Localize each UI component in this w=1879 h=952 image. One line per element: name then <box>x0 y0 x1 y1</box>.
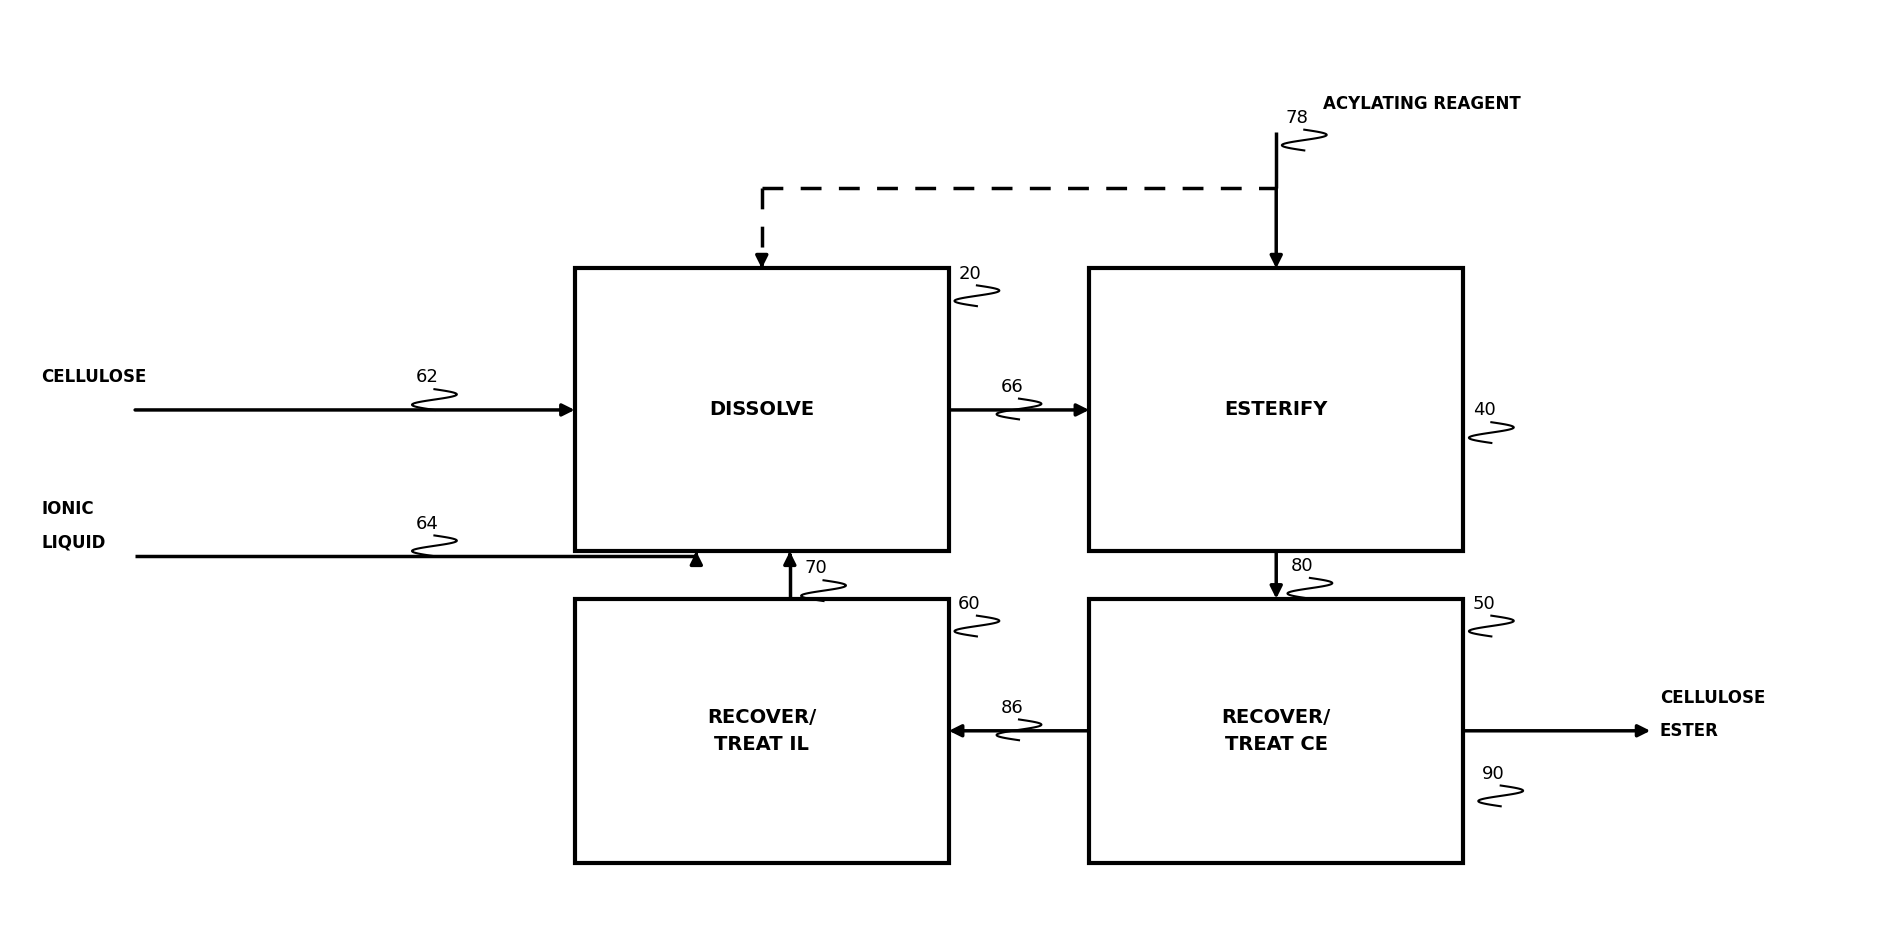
Text: RECOVER/
TREAT CE: RECOVER/ TREAT CE <box>1221 708 1330 754</box>
Text: 60: 60 <box>958 595 981 613</box>
Text: 70: 70 <box>804 560 827 578</box>
Text: RECOVER/
TREAT IL: RECOVER/ TREAT IL <box>707 708 815 754</box>
Text: IONIC: IONIC <box>41 501 94 519</box>
Text: 86: 86 <box>1000 699 1022 717</box>
Text: 40: 40 <box>1473 402 1496 420</box>
Bar <box>1090 268 1464 551</box>
Text: LIQUID: LIQUID <box>41 533 105 551</box>
Text: 64: 64 <box>415 515 438 532</box>
Text: CELLULOSE: CELLULOSE <box>1659 689 1764 707</box>
Bar <box>575 599 949 863</box>
Text: ACYLATING REAGENT: ACYLATING REAGENT <box>1323 94 1520 112</box>
Text: CELLULOSE: CELLULOSE <box>41 368 147 387</box>
Text: 66: 66 <box>1000 378 1022 396</box>
Text: DISSOLVE: DISSOLVE <box>708 401 814 420</box>
Text: ESTERIFY: ESTERIFY <box>1225 401 1328 420</box>
Text: 78: 78 <box>1285 109 1308 127</box>
Text: 50: 50 <box>1473 595 1496 613</box>
Bar <box>1090 599 1464 863</box>
Text: 20: 20 <box>958 265 981 283</box>
Text: 80: 80 <box>1291 557 1313 575</box>
Bar <box>575 268 949 551</box>
Text: ESTER: ESTER <box>1659 723 1719 741</box>
Text: 90: 90 <box>1483 764 1505 783</box>
Text: 62: 62 <box>415 368 438 387</box>
